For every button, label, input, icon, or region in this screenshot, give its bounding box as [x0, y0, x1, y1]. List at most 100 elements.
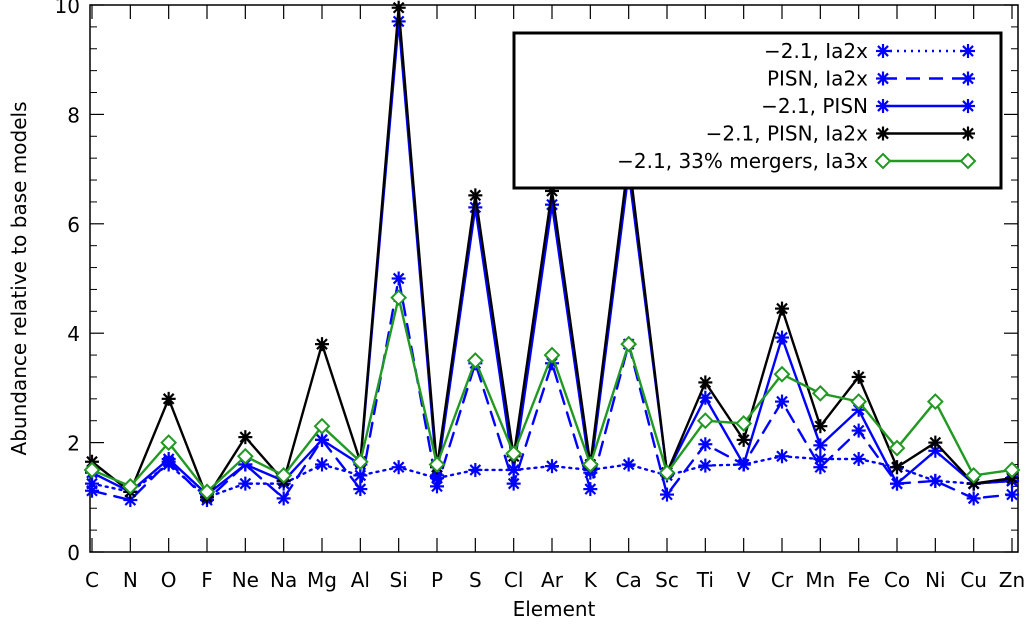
- series-5-point: [428, 456, 446, 473]
- series-4-point: [468, 188, 483, 203]
- series-1-point: [468, 462, 483, 477]
- x-tick-label: Cu: [960, 568, 987, 592]
- series-1: [85, 449, 1019, 505]
- series-5-point: [735, 415, 753, 432]
- series-2-point: [698, 437, 713, 452]
- x-tick-label: Mn: [805, 568, 835, 592]
- series-3-point: [545, 197, 559, 212]
- series-5-point: [275, 467, 293, 484]
- series-3-point: [736, 457, 751, 472]
- series-2-point: [1005, 487, 1019, 502]
- series-1-point: [775, 449, 789, 464]
- series-2-point: [660, 487, 674, 502]
- x-tick-label: N: [123, 568, 138, 592]
- legend-label-1: −2.1, Ia2x: [764, 39, 868, 63]
- series-4-point: [161, 391, 176, 406]
- legend: −2.1, Ia2x PISN, Ia2x −2.1, PISN −2.1, PISN…: [512, 31, 1003, 190]
- legend-label-4: −2.1, PISN, Ia2x: [706, 122, 868, 146]
- series-4-point: [851, 369, 866, 384]
- series-3-point: [698, 390, 713, 405]
- y-axis-title: Abundance relative to base models: [7, 102, 31, 456]
- x-tick-label: Sc: [655, 568, 679, 592]
- legend-label-2: PISN, Ia2x: [767, 67, 868, 91]
- series-3-point: [315, 432, 329, 447]
- series-5-point: [351, 453, 369, 471]
- legend-marker-3: [961, 99, 975, 113]
- series-4-point: [391, 0, 406, 15]
- series-5: [83, 289, 1021, 501]
- legend-label-3: −2.1, PISN: [761, 94, 868, 118]
- series-2-point: [391, 271, 406, 286]
- series-5-point: [658, 464, 676, 482]
- y-tick-label: 0: [67, 541, 80, 565]
- x-tick-label: V: [737, 568, 751, 592]
- x-tick-label: Al: [351, 568, 370, 592]
- x-tick-label: Co: [884, 568, 910, 592]
- series-1-point: [698, 458, 713, 473]
- x-tick-label: Ar: [541, 568, 564, 592]
- x-tick-label: F: [201, 568, 213, 592]
- series-3-point: [775, 330, 789, 345]
- x-tick-label: P: [431, 568, 443, 592]
- x-tick-label: Si: [390, 568, 408, 592]
- tick-labels: 0 2 4 6 8 10 C N O F Ne Na Mg Al Si P S Cl Ar K Ca Sc Ti V Cr Mn F…: [55, 0, 1026, 592]
- series-2-point: [813, 460, 828, 475]
- legend-marker-5: [874, 152, 892, 170]
- x-tick-label: S: [469, 568, 482, 592]
- series-1-point: [315, 457, 329, 472]
- series-2-point: [851, 423, 866, 438]
- series-5-point: [696, 412, 714, 430]
- series-1-point: [238, 476, 253, 491]
- x-tick-label: Fe: [847, 568, 870, 592]
- series-5-point: [850, 393, 868, 410]
- series-3-point: [813, 438, 828, 453]
- series-5-point: [811, 384, 829, 402]
- legend-marker-1: [876, 44, 890, 58]
- legend-marker-1: [961, 44, 975, 58]
- series-5-point: [83, 461, 101, 479]
- legend-marker-4: [961, 126, 975, 141]
- series-5-point: [543, 346, 561, 364]
- series-4-point: [698, 375, 713, 390]
- y-tick-label: 2: [67, 432, 80, 456]
- series-2-point: [966, 491, 981, 506]
- legend-marker-3: [876, 99, 890, 113]
- series-2-point: [928, 473, 943, 488]
- series-4-point: [315, 337, 329, 352]
- series-5-point: [926, 393, 944, 410]
- series-5-point: [236, 447, 254, 465]
- series-layer: [83, 0, 1021, 508]
- series-5-point: [466, 352, 484, 369]
- series-5-point: [620, 335, 638, 353]
- series-5-point: [581, 456, 599, 473]
- x-tick-label: Ca: [616, 568, 642, 592]
- series-5-point: [505, 445, 523, 462]
- series-5-point: [888, 439, 906, 457]
- x-tick-label: Ti: [696, 568, 714, 592]
- series-4-point: [813, 419, 828, 434]
- plot-frame: [89, 4, 1019, 553]
- series-1-point: [851, 452, 866, 467]
- legend-marker-4: [876, 126, 890, 141]
- series-2-point: [85, 483, 99, 498]
- series-3-point: [161, 452, 176, 467]
- series-5-point: [160, 434, 178, 452]
- x-tick-label: Ni: [925, 568, 946, 592]
- series-5-point: [773, 365, 791, 383]
- x-tick-label: Zn: [999, 568, 1025, 592]
- series-1-point: [621, 457, 636, 472]
- legend-marker-2: [961, 71, 975, 86]
- y-tick-label: 8: [67, 103, 80, 127]
- x-tick-label: C: [85, 568, 99, 592]
- legend-label-5: −2.1, 33% mergers, Ia3x: [617, 149, 868, 173]
- x-axis-title: Element: [513, 597, 596, 621]
- series-4-point: [890, 460, 904, 475]
- series-2-point: [506, 476, 521, 491]
- x-tick-label: Mg: [307, 568, 337, 592]
- series-4-point: [736, 432, 751, 447]
- legend-marker-5: [959, 152, 977, 170]
- x-tick-label: Ne: [232, 568, 259, 592]
- series-2-point: [276, 491, 291, 506]
- series-2-point: [583, 482, 598, 497]
